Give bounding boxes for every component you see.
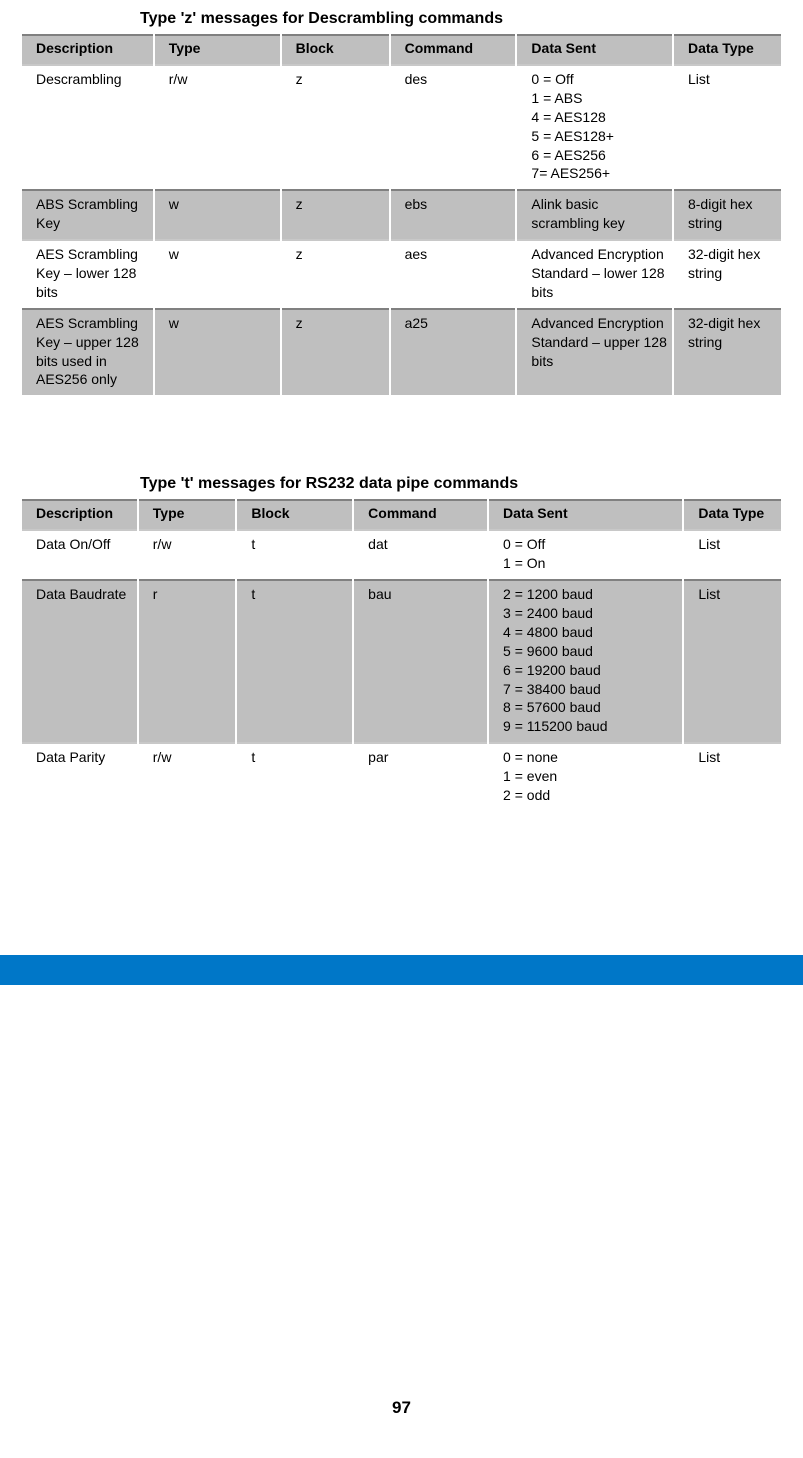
table-cell: Alink basic scrambling key — [517, 189, 672, 239]
table1-header-row: DescriptionTypeBlockCommandData SentData… — [22, 34, 781, 64]
table-cell: Advanced Encryption Standard – lower 128… — [517, 239, 672, 308]
footer-blue-bar — [0, 955, 803, 985]
table-cell: r/w — [139, 529, 236, 579]
table-cell: r/w — [155, 64, 280, 189]
table-descrambling: DescriptionTypeBlockCommandData SentData… — [20, 34, 783, 395]
table-cell: w — [155, 189, 280, 239]
table1-caption: Type 'z' messages for Descrambling comma… — [140, 10, 783, 28]
table-cell: 32-digit hex string — [674, 239, 781, 308]
col-header: Command — [354, 499, 487, 529]
table-row: ABS Scrambling KeywzebsAlink basic scram… — [22, 189, 781, 239]
table-cell: 0 = Off1 = ABS4 = AES1285 = AES128+6 = A… — [517, 64, 672, 189]
table-row: Descramblingr/wzdes0 = Off1 = ABS4 = AES… — [22, 64, 781, 189]
table-cell: z — [282, 189, 389, 239]
table-cell: List — [684, 742, 781, 811]
table-cell: AES Scrambling Key – upper 128 bits used… — [22, 308, 153, 396]
table2-header-row: DescriptionTypeBlockCommandData SentData… — [22, 499, 781, 529]
table-cell: Descrambling — [22, 64, 153, 189]
page-number: 97 — [0, 1398, 803, 1418]
table-cell: r — [139, 579, 236, 742]
table-cell: z — [282, 308, 389, 396]
table-cell: 0 = Off1 = On — [489, 529, 682, 579]
table-cell: Advanced Encryption Standard – upper 128… — [517, 308, 672, 396]
col-header: Type — [155, 34, 280, 64]
table-cell: dat — [354, 529, 487, 579]
table-row: AES Scrambling Key – upper 128 bits used… — [22, 308, 781, 396]
table-rs232: DescriptionTypeBlockCommandData SentData… — [20, 499, 783, 811]
table-cell: List — [674, 64, 781, 189]
table-cell: z — [282, 239, 389, 308]
table-row: Data On/Offr/wtdat0 = Off1 = OnList — [22, 529, 781, 579]
table-cell: 0 = none1 = even2 = odd — [489, 742, 682, 811]
table-cell: Data Parity — [22, 742, 137, 811]
table-row: Data Parityr/wtpar0 = none1 = even2 = od… — [22, 742, 781, 811]
table-cell: ebs — [391, 189, 516, 239]
table-cell: z — [282, 64, 389, 189]
table-cell: aes — [391, 239, 516, 308]
table-cell: bau — [354, 579, 487, 742]
table-cell: Data On/Off — [22, 529, 137, 579]
table-cell: t — [237, 579, 352, 742]
table2-caption: Type 't' messages for RS232 data pipe co… — [140, 475, 783, 493]
table-cell: 2 = 1200 baud3 = 2400 baud4 = 4800 baud5… — [489, 579, 682, 742]
table-cell: t — [237, 529, 352, 579]
table-cell: a25 — [391, 308, 516, 396]
col-header: Data Sent — [489, 499, 682, 529]
table-cell: t — [237, 742, 352, 811]
col-header: Data Sent — [517, 34, 672, 64]
table-cell: r/w — [139, 742, 236, 811]
page-content: Type 'z' messages for Descrambling comma… — [0, 0, 803, 811]
table-cell: Data Baudrate — [22, 579, 137, 742]
col-header: Data Type — [684, 499, 781, 529]
col-header: Description — [22, 34, 153, 64]
table-cell: 8-digit hex string — [674, 189, 781, 239]
col-header: Type — [139, 499, 236, 529]
table-cell: List — [684, 579, 781, 742]
col-header: Command — [391, 34, 516, 64]
table-cell: w — [155, 239, 280, 308]
col-header: Block — [282, 34, 389, 64]
table-row: AES Scrambling Key – lower 128 bitswzaes… — [22, 239, 781, 308]
table-cell: AES Scrambling Key – lower 128 bits — [22, 239, 153, 308]
table-row: Data Baudratertbau2 = 1200 baud3 = 2400 … — [22, 579, 781, 742]
table-cell: List — [684, 529, 781, 579]
col-header: Data Type — [674, 34, 781, 64]
table-cell: 32-digit hex string — [674, 308, 781, 396]
table-cell: des — [391, 64, 516, 189]
table-cell: w — [155, 308, 280, 396]
col-header: Block — [237, 499, 352, 529]
table-cell: par — [354, 742, 487, 811]
table-cell: ABS Scrambling Key — [22, 189, 153, 239]
col-header: Description — [22, 499, 137, 529]
